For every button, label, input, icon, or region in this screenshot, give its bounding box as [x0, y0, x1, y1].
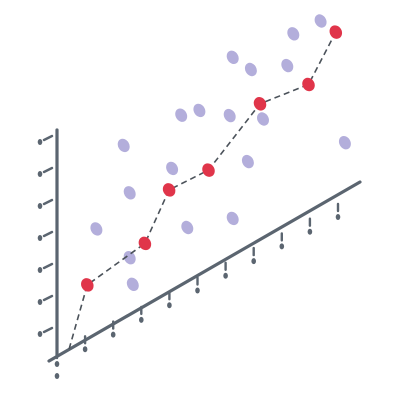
trend-point	[138, 236, 152, 251]
x-tick-dot	[279, 243, 285, 250]
chart-ticks	[37, 134, 341, 379]
y-tick-dot	[37, 139, 43, 145]
y-tick-mark	[42, 134, 54, 142]
y-tick-dot	[37, 267, 43, 273]
trend-point	[329, 25, 343, 39]
scatter-point	[281, 58, 294, 73]
x-tick-dot	[195, 287, 200, 294]
y-tick-mark	[42, 198, 54, 206]
x-tick-dot	[223, 272, 228, 279]
y-tick-dot	[37, 299, 43, 305]
x-tick-dot	[110, 331, 116, 338]
x-tick-dot	[82, 346, 88, 353]
scatter-point	[223, 108, 236, 123]
x-tick-dot	[54, 361, 60, 367]
scatter-point	[123, 251, 136, 265]
y-tick-mark	[42, 262, 54, 270]
trend-line	[68, 31, 337, 350]
trend-point	[162, 183, 176, 197]
scatter-point	[314, 14, 327, 28]
x-tick-dot	[307, 228, 313, 235]
y-tick-mark	[42, 326, 54, 334]
scatter-point	[244, 62, 257, 77]
trend-point	[81, 278, 94, 292]
x-tick-dot	[251, 258, 256, 265]
x-axis-line	[47, 180, 362, 363]
y-tick-mark	[42, 166, 54, 174]
scatter-point	[181, 220, 194, 235]
scatter-point	[287, 27, 300, 41]
trend-series	[68, 25, 343, 350]
scatter-point	[226, 211, 239, 226]
scatter-point	[90, 222, 103, 236]
y-tick-dot	[37, 235, 43, 241]
scatter-point	[226, 50, 239, 64]
scatter-series	[90, 14, 351, 291]
y-tick-dot	[37, 331, 43, 337]
x-tick-dot	[335, 214, 341, 220]
scatter-point	[117, 138, 130, 153]
scatter-point	[123, 186, 136, 200]
trend-point	[253, 97, 267, 111]
scatter-point	[257, 112, 269, 126]
y-tick-mark	[42, 230, 54, 238]
scatter-point	[241, 154, 254, 169]
y-tick-dot	[37, 171, 43, 177]
scatter-point	[126, 277, 139, 291]
x-tick-dot	[167, 302, 172, 309]
y-tick-dot	[37, 203, 43, 209]
trend-point	[202, 163, 215, 177]
scatter-point	[166, 161, 179, 176]
trend-point	[302, 77, 315, 92]
chart-axes	[47, 128, 362, 363]
y-tick-mark	[42, 294, 54, 302]
x-tick-dot	[139, 316, 144, 323]
scatter-point	[338, 136, 351, 150]
origin-tick-dot	[54, 373, 60, 379]
scatter-point	[175, 108, 188, 122]
scatter-point	[193, 103, 206, 118]
